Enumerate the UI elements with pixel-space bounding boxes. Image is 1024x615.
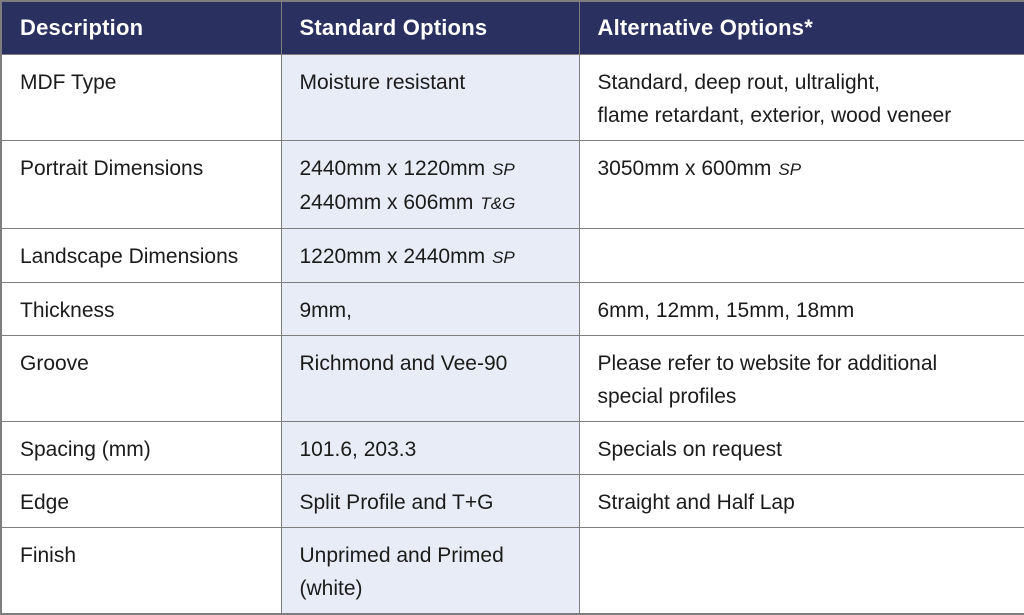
cell-text: Standard, deep rout, ultralight, <box>597 70 881 94</box>
cell-line: Landscape Dimensions <box>20 240 267 273</box>
cell-line: Unprimed and Primed <box>300 539 565 572</box>
cell-standard: Moisture resistant <box>280 53 580 141</box>
cell-text: special profiles <box>597 384 737 408</box>
cell-standard: 101.6, 203.3 <box>280 420 580 475</box>
cell-line: flame retardant, exterior, wood veneer <box>598 99 1011 132</box>
cell-text: Moisture resistant <box>299 70 466 94</box>
cell-text: MDF Type <box>20 70 117 94</box>
table-row: Groove Richmond and Vee-90 Please refer to… <box>0 334 1024 422</box>
cell-line: Please refer to website for additional <box>598 347 1011 380</box>
cell-text: Straight and Half Lap <box>597 490 795 514</box>
cell-alternative: 6mm, 12mm, 15mm, 18mm <box>578 281 1024 336</box>
cell-line: Split Profile and T+G <box>300 486 565 519</box>
cell-alternative <box>578 526 1024 614</box>
cell-text: Finish <box>20 543 77 567</box>
cell-text: Richmond and Vee-90 <box>299 351 508 375</box>
cell-text: 9mm, <box>299 298 353 322</box>
cell-line: Thickness <box>20 294 267 327</box>
cell-line: Moisture resistant <box>300 66 565 99</box>
cell-alternative: Straight and Half Lap <box>578 473 1024 528</box>
cell-text: 1220mm x 2440mm <box>299 244 486 268</box>
cell-text: Please refer to website for additional <box>597 351 938 375</box>
column-header-alternative-options: Alternative Options* <box>578 0 1024 55</box>
cell-text: Groove <box>20 351 89 375</box>
cell-line: special profiles <box>598 380 1011 413</box>
cell-text: Unprimed and Primed <box>299 543 504 567</box>
cell-text: 101.6, 203.3 <box>299 437 417 461</box>
dimension-note: SP <box>492 159 515 179</box>
cell-description: Portrait Dimensions <box>0 139 282 229</box>
table-row: Edge Split Profile and T+G Straight and Ha… <box>0 473 1024 528</box>
cell-standard: Split Profile and T+G <box>280 473 580 528</box>
cell-description: Edge <box>0 473 282 528</box>
cell-line: Richmond and Vee-90 <box>300 347 565 380</box>
cell-text: 2440mm x 1220mm <box>299 156 486 180</box>
cell-alternative: Please refer to website for additional sp… <box>578 334 1024 422</box>
cell-text: Portrait Dimensions <box>20 156 204 180</box>
cell-line: Edge <box>20 486 267 519</box>
dimension-note: SP <box>778 159 802 179</box>
cell-text: Spacing (mm) <box>20 437 151 461</box>
cell-description: Groove <box>0 334 282 422</box>
cell-line: Specials on request <box>598 433 1011 466</box>
table-row: Spacing (mm) 101.6, 203.3 Specials on requ… <box>0 420 1024 475</box>
cell-text: 3050mm x 600mm <box>597 156 772 180</box>
cell-line: 9mm, <box>300 294 565 327</box>
cell-text: Edge <box>20 490 70 514</box>
cell-text: 2440mm x 606mm <box>299 190 474 214</box>
cell-line: Spacing (mm) <box>20 433 267 466</box>
cell-text: Landscape Dimensions <box>20 244 239 268</box>
table-row: Landscape Dimensions 1220mm x 2440mm SP <box>0 227 1024 283</box>
cell-line: 1220mm x 2440mm SP <box>300 240 565 274</box>
cell-line: 3050mm x 600mm SP <box>598 152 1011 186</box>
cell-standard: Richmond and Vee-90 <box>280 334 580 422</box>
cell-line: Straight and Half Lap <box>598 486 1011 519</box>
cell-line: 2440mm x 606mm T&G <box>300 186 565 220</box>
cell-description: Thickness <box>0 281 282 336</box>
cell-line: 101.6, 203.3 <box>300 433 565 466</box>
cell-description: Landscape Dimensions <box>0 227 282 283</box>
spec-table-body: MDF Type Moisture resistant Standard, deep… <box>0 53 1024 614</box>
cell-line: 6mm, 12mm, 15mm, 18mm <box>598 294 1011 327</box>
cell-description: Finish <box>0 526 282 614</box>
cell-line: Portrait Dimensions <box>20 152 267 185</box>
spec-table-header: Description Standard Options Alternative… <box>0 0 1024 55</box>
cell-text: 6mm, 12mm, 15mm, 18mm <box>597 298 855 322</box>
cell-description: MDF Type <box>0 53 282 141</box>
cell-description: Spacing (mm) <box>0 420 282 475</box>
cell-text: (white) <box>299 576 363 600</box>
cell-line: (white) <box>300 572 565 605</box>
cell-line: Standard, deep rout, ultralight, <box>598 66 1011 99</box>
cell-line: MDF Type <box>20 66 267 99</box>
dimension-note: SP <box>492 247 515 267</box>
cell-line: Finish <box>20 539 267 572</box>
table-row: Finish Unprimed and Primed (white) <box>0 526 1024 614</box>
cell-text: flame retardant, exterior, wood veneer <box>597 103 952 127</box>
cell-standard: 9mm, <box>280 281 580 336</box>
cell-text: Split Profile and T+G <box>299 490 494 514</box>
cell-text: Thickness <box>20 298 115 322</box>
column-header-standard-options: Standard Options <box>280 0 580 55</box>
cell-alternative: 3050mm x 600mm SP <box>578 139 1024 229</box>
cell-line: Groove <box>20 347 267 380</box>
cell-text: Specials on request <box>597 437 782 461</box>
cell-standard: 2440mm x 1220mm SP 2440mm x 606mm T&G <box>280 139 580 229</box>
header-row: Description Standard Options Alternative… <box>0 0 1024 55</box>
table-row: MDF Type Moisture resistant Standard, deep… <box>0 53 1024 141</box>
table-row: Portrait Dimensions 2440mm x 1220mm SP 2440… <box>0 139 1024 229</box>
table-row: Thickness 9mm, 6mm, 12mm, 15mm, 18mm <box>0 281 1024 336</box>
dimension-note: T&G <box>480 193 516 213</box>
cell-alternative <box>578 227 1024 283</box>
cell-line: 2440mm x 1220mm SP <box>300 152 565 186</box>
cell-alternative: Specials on request <box>578 420 1024 475</box>
cell-standard: Unprimed and Primed (white) <box>280 526 580 614</box>
cell-alternative: Standard, deep rout, ultralight, flame re… <box>578 53 1024 141</box>
column-header-description: Description <box>0 0 282 55</box>
cell-standard: 1220mm x 2440mm SP <box>280 227 580 283</box>
